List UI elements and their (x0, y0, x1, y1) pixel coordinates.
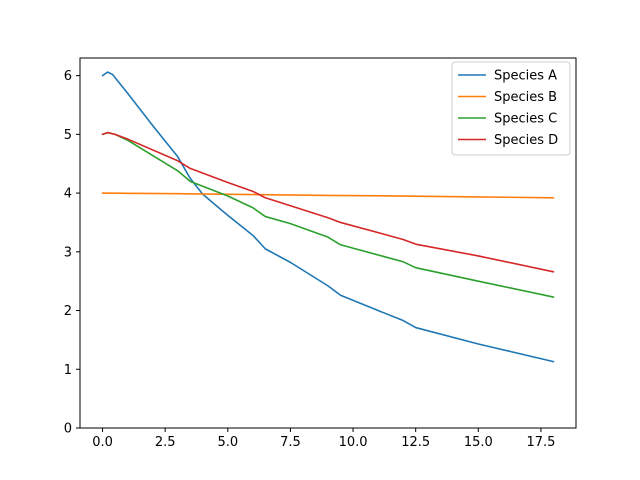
x-tick-label: 0.0 (92, 435, 113, 450)
x-tick-label: 5.0 (217, 435, 238, 450)
legend-label: Species C (494, 112, 557, 127)
series-line-1 (101, 71, 555, 363)
plot-area (101, 71, 555, 363)
y-axis: 0 1 2 3 4 5 6 (64, 69, 80, 437)
y-tick-label: 6 (64, 69, 72, 84)
x-tick-label: 2.5 (155, 435, 176, 450)
y-tick-label: 4 (64, 187, 72, 202)
legend-label: Species D (494, 133, 558, 148)
x-tick-label: 12.5 (401, 435, 430, 450)
legend-label: Species B (494, 90, 557, 105)
x-tick-label: 7.5 (280, 435, 301, 450)
y-tick-label: 1 (64, 363, 72, 378)
x-tick-label: 10.0 (339, 435, 368, 450)
axes-frame (79, 57, 577, 429)
y-tick-label: 3 (64, 245, 72, 260)
x-tick-label: 17.5 (526, 435, 555, 450)
y-tick-label: 2 (64, 304, 72, 319)
series-line-4 (101, 131, 555, 273)
legend: Species A Species B Species C Species D (451, 61, 571, 156)
series-line-2 (101, 192, 555, 199)
legend-box (451, 61, 571, 156)
legend-label: Species A (494, 69, 557, 84)
y-tick-label: 0 (64, 422, 72, 437)
x-tick-label: 15.0 (464, 435, 493, 450)
y-tick-label: 5 (64, 128, 72, 143)
x-axis: 0.0 2.5 5.0 7.5 10.0 12.5 15.0 17.5 (92, 428, 555, 450)
